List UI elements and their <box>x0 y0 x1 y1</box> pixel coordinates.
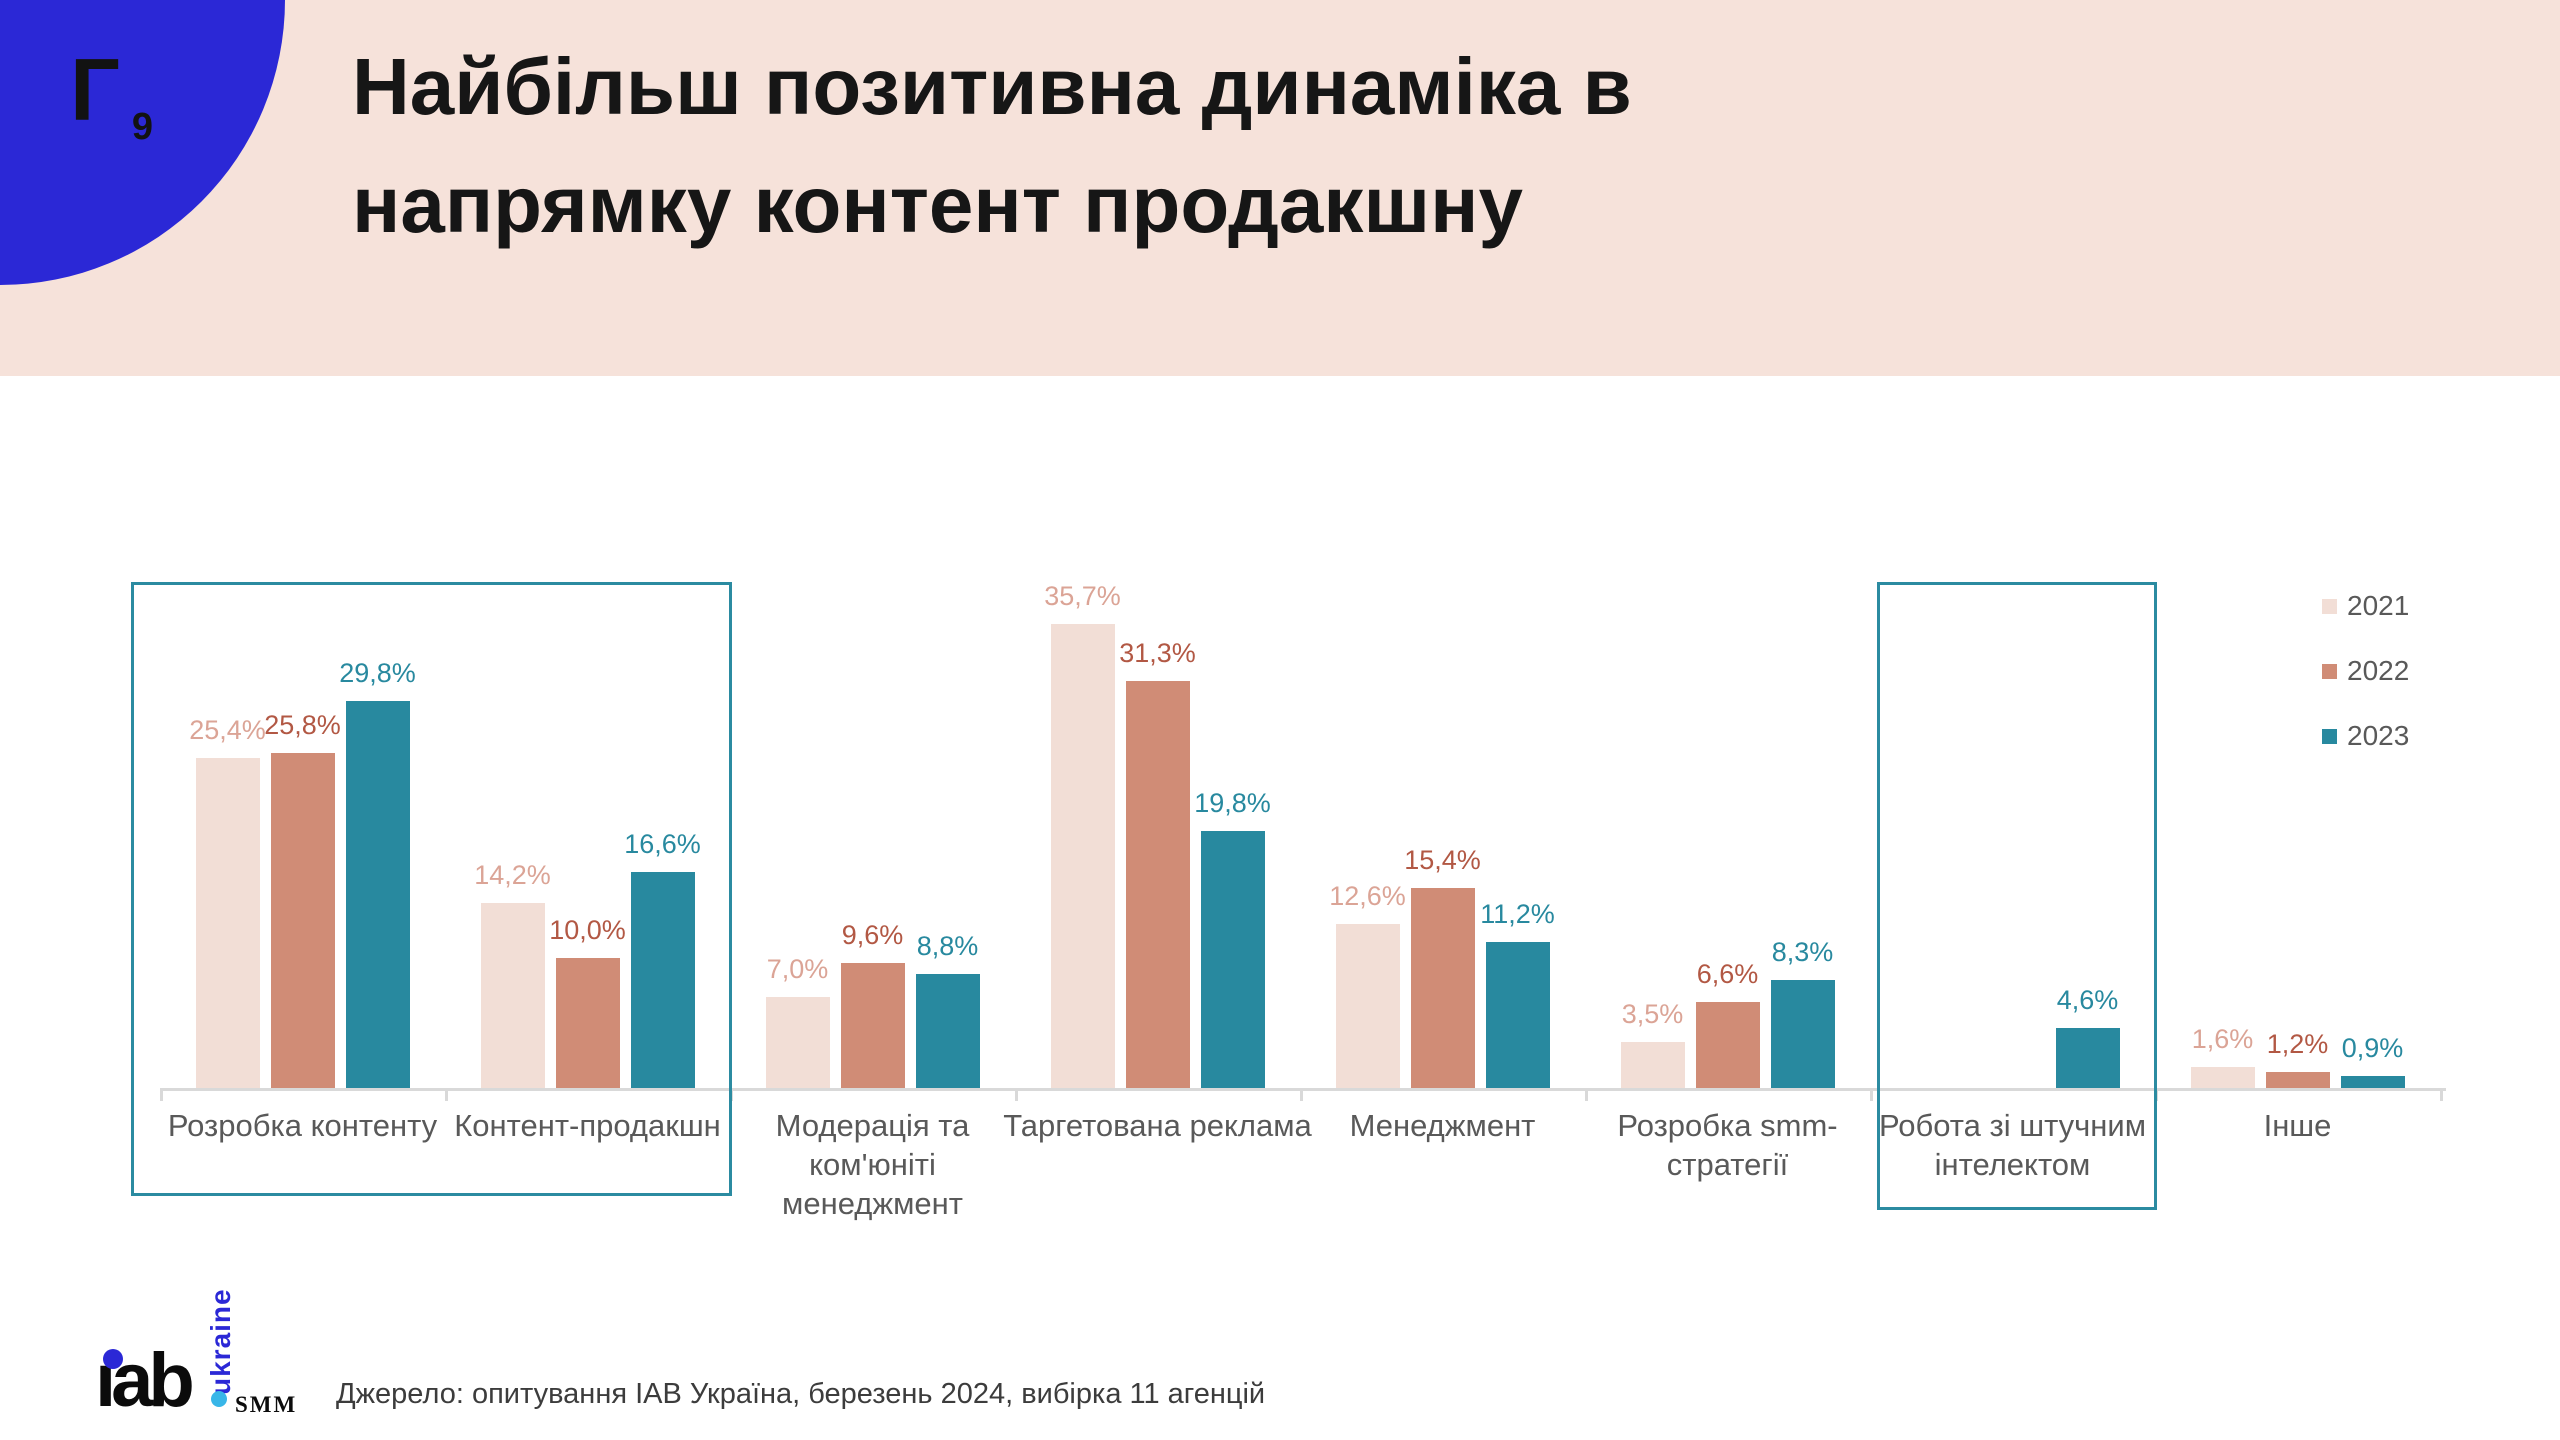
badge-number: 9 <box>131 105 154 148</box>
bar-2023-4 <box>1485 942 1550 1088</box>
category-label-6: Робота зі штучним інтелектом <box>1878 1108 2147 1182</box>
bar-2022-2 <box>840 963 905 1088</box>
header-band: Г 9 Найбільш позитивна динаміка в напрямк… <box>0 0 2560 376</box>
axis-tick <box>1015 1088 1018 1101</box>
value-label-2022-0: 25,8% <box>264 710 341 740</box>
legend-item-2022: 2022 <box>2322 655 2410 686</box>
category-label-7: Інше <box>2263 1108 2332 1143</box>
bar-2021-0 <box>195 758 260 1088</box>
value-label-2023-1: 16,6% <box>624 829 701 859</box>
axis-tick <box>2440 1088 2443 1101</box>
category-label-5: Розробка smm-стратегії <box>1617 1108 1838 1182</box>
value-label-2021-0: 25,4% <box>189 715 266 745</box>
value-label-2023-0: 29,8% <box>339 658 416 688</box>
bar-2022-4 <box>1410 888 1475 1088</box>
logo-cyan-dot <box>211 1391 227 1407</box>
axis-tick <box>1585 1088 1588 1101</box>
axis-tick <box>1300 1088 1303 1101</box>
source-note: Джерело: опитування IAB Україна, березен… <box>336 1378 1266 1410</box>
logo-smm-text: SMM <box>235 1392 298 1417</box>
value-label-2021-1: 14,2% <box>474 860 551 890</box>
value-label-2021-5: 3,5% <box>1621 999 1684 1029</box>
legend-swatch-2021 <box>2322 598 2337 614</box>
iab-ukraine-smm-logo: ıab ukraine SMM <box>95 1288 395 1425</box>
bar-2022-3 <box>1125 681 1190 1088</box>
value-label-2021-2: 7,0% <box>766 954 829 984</box>
bar-2023-2 <box>915 974 980 1088</box>
bar-2023-1 <box>630 872 695 1088</box>
axis-tick <box>445 1088 448 1101</box>
bar-2022-1 <box>555 958 620 1088</box>
badge-letter: Г <box>70 40 120 139</box>
value-label-2022-3: 31,3% <box>1119 638 1196 668</box>
value-label-2022-4: 15,4% <box>1404 845 1481 875</box>
highlight-box-2 <box>1877 582 2157 1210</box>
value-label-2022-1: 10,0% <box>549 915 626 945</box>
logo-ukraine-text: ukraine <box>205 1288 236 1395</box>
axis-tick <box>1870 1088 1873 1101</box>
value-label-2021-3: 35,7% <box>1044 581 1121 611</box>
value-label-2023-6: 4,6% <box>2056 985 2119 1015</box>
bar-2021-3 <box>1050 624 1115 1088</box>
value-label-2022-2: 9,6% <box>841 920 904 950</box>
category-label-1: Контент-продакшн <box>454 1108 721 1143</box>
slide-number-badge: Г 9 <box>70 40 153 146</box>
value-label-2021-7: 1,6% <box>2191 1024 2254 1054</box>
legend-label-2021: 2021 <box>2347 590 2410 621</box>
x-axis-line <box>160 1088 2446 1091</box>
page-title: Найбільш позитивна динаміка в напрямку ко… <box>352 28 1632 264</box>
value-label-2023-3: 19,8% <box>1194 788 1271 818</box>
bar-2022-5 <box>1695 1002 1760 1088</box>
value-label-2022-5: 6,6% <box>1696 959 1759 989</box>
value-label-2023-2: 8,8% <box>916 931 979 961</box>
legend-swatch-2023 <box>2322 728 2337 744</box>
highlight-box-1 <box>131 582 732 1196</box>
bar-2021-7 <box>2190 1067 2255 1088</box>
category-label-2: Модерація та ком'юніті менеджмент <box>775 1108 970 1221</box>
category-label-4: Менеджмент <box>1349 1108 1536 1143</box>
legend-item-2021: 2021 <box>2322 590 2410 621</box>
axis-tick <box>160 1088 163 1101</box>
bar-2022-0 <box>270 753 335 1088</box>
logo-blue-dot <box>103 1349 123 1369</box>
bar-2023-7 <box>2340 1076 2405 1088</box>
bar-2023-3 <box>1200 831 1265 1088</box>
value-label-2021-4: 12,6% <box>1329 881 1406 911</box>
category-label-0: Розробка контенту <box>167 1108 438 1143</box>
bar-2023-6 <box>2055 1028 2120 1088</box>
value-label-2022-7: 1,2% <box>2266 1029 2329 1059</box>
bar-2022-7 <box>2265 1072 2330 1088</box>
category-label-3: Таргетована реклама <box>1003 1108 1312 1143</box>
chart-legend: 2021 2022 2023 <box>2322 590 2410 787</box>
value-label-2023-4: 11,2% <box>1480 899 1555 929</box>
value-label-2023-7: 0,9% <box>2341 1033 2404 1063</box>
legend-label-2022: 2022 <box>2347 655 2410 686</box>
legend-item-2023: 2023 <box>2322 720 2410 751</box>
page-title-line-2: напрямку контент продакшну <box>352 160 1523 249</box>
value-label-2023-5: 8,3% <box>1771 937 1834 967</box>
bar-2023-0 <box>345 701 410 1088</box>
bar-2023-5 <box>1770 980 1835 1088</box>
bar-2021-5 <box>1620 1042 1685 1088</box>
bar-2021-1 <box>480 903 545 1088</box>
legend-swatch-2022 <box>2322 663 2337 679</box>
bar-2021-2 <box>765 997 830 1088</box>
bar-2021-4 <box>1335 924 1400 1088</box>
page-title-line-1: Найбільш позитивна динаміка в <box>352 42 1632 131</box>
legend-label-2023: 2023 <box>2347 720 2410 751</box>
